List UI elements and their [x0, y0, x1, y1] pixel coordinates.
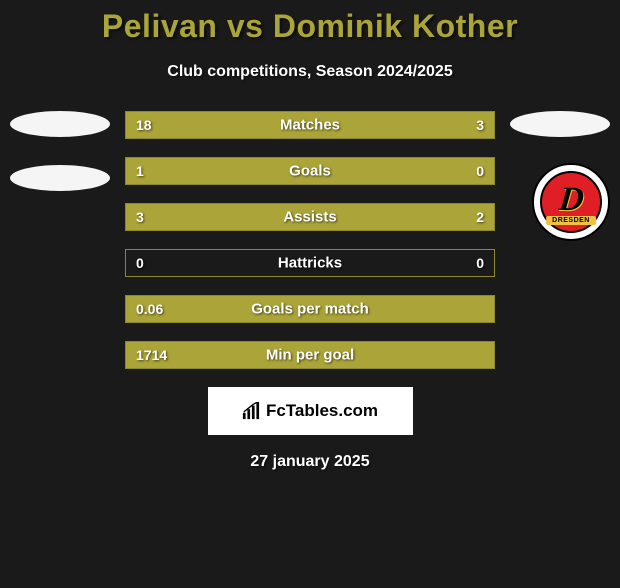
stat-label: Hattricks: [278, 255, 342, 272]
stat-value-left: 1: [136, 163, 144, 179]
stat-value-right: 2: [476, 209, 484, 225]
footer-date: 27 january 2025: [0, 453, 620, 471]
stat-bar-right: [347, 204, 494, 230]
stat-label: Min per goal: [266, 347, 354, 364]
subtitle: Club competitions, Season 2024/2025: [0, 63, 620, 81]
stat-bars: Matches183Goals10Assists32Hattricks00Goa…: [125, 111, 495, 369]
stat-value-left: 18: [136, 117, 152, 133]
stat-label: Goals per match: [251, 301, 369, 318]
player-right-placeholder: [510, 111, 610, 137]
stat-value-right: 3: [476, 117, 484, 133]
stat-row: Goals 1 0: [125, 157, 495, 185]
page-title: Pelivan vs Dominik Kother: [0, 8, 620, 45]
footer-logo: FcTables.com: [208, 387, 413, 435]
stat-row: Min per goal 1714: [125, 341, 495, 369]
player-left-placeholder-1: [10, 111, 110, 137]
stat-value-left: 0: [136, 255, 144, 271]
comparison-content: D DRESDEN Matches 18 3 Goals 1 0 Assists 3 2 Hatt…: [0, 111, 620, 369]
stat-value-left: 0.06: [136, 301, 163, 317]
stat-row: Matches 18 3: [125, 111, 495, 139]
player-left-placeholder-2: [10, 165, 110, 191]
stat-value-right: 0: [476, 163, 484, 179]
stat-bar-right: [442, 112, 494, 138]
stat-value-left: 1714: [136, 347, 167, 363]
stat-row: Assists 3 2: [125, 203, 495, 231]
stat-label: Goals: [289, 163, 331, 180]
club-badge-letter: D: [557, 181, 586, 219]
stat-value-right: 0: [476, 255, 484, 271]
club-badge-ribbon: DRESDEN: [546, 216, 596, 225]
stat-row: Goals per match 0.06: [125, 295, 495, 323]
bars-icon: [242, 402, 260, 420]
stat-label: Matches: [280, 117, 340, 134]
stat-row: Hattricks 0 0: [125, 249, 495, 277]
footer-logo-text: FcTables.com: [266, 401, 378, 421]
stat-label: Assists: [283, 209, 336, 226]
club-badge-dresden: D DRESDEN: [532, 163, 610, 241]
stat-value-left: 3: [136, 209, 144, 225]
